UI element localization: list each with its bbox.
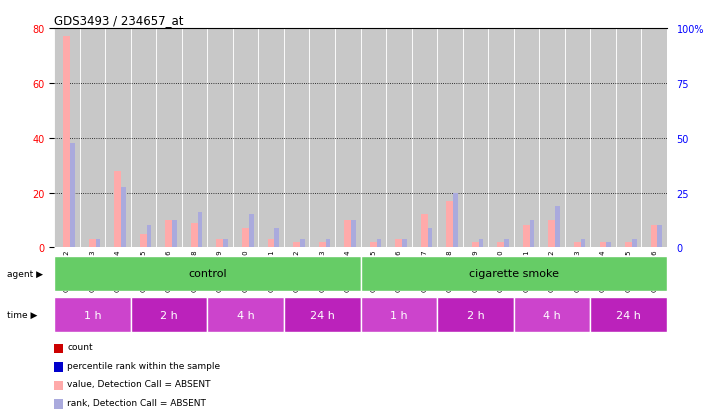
Bar xyxy=(437,29,463,248)
Bar xyxy=(63,37,71,248)
Bar xyxy=(208,297,284,332)
Bar xyxy=(658,226,662,248)
Bar xyxy=(590,29,616,248)
Bar xyxy=(488,29,514,248)
Bar xyxy=(370,242,377,248)
Bar xyxy=(105,29,131,248)
Bar xyxy=(242,229,249,248)
Bar xyxy=(54,256,360,291)
Text: 1 h: 1 h xyxy=(390,310,407,320)
Bar xyxy=(54,29,79,248)
Bar xyxy=(581,240,585,248)
Bar xyxy=(446,201,454,248)
Text: GDS3493 / 234657_at: GDS3493 / 234657_at xyxy=(54,14,184,27)
Text: time ▶: time ▶ xyxy=(7,311,37,319)
Bar xyxy=(284,29,309,248)
Bar xyxy=(351,221,355,248)
Bar xyxy=(650,226,658,248)
Bar xyxy=(360,297,437,332)
Bar xyxy=(284,297,360,332)
Bar xyxy=(428,229,433,248)
Text: cigarette smoke: cigarette smoke xyxy=(469,268,559,279)
Text: count: count xyxy=(67,342,93,351)
Bar xyxy=(96,240,100,248)
Text: value, Detection Call = ABSENT: value, Detection Call = ABSENT xyxy=(67,379,211,388)
Bar xyxy=(131,297,208,332)
Bar xyxy=(590,297,667,332)
Bar xyxy=(402,240,407,248)
Bar xyxy=(182,29,208,248)
Bar xyxy=(335,29,360,248)
Bar xyxy=(395,240,402,248)
Bar xyxy=(565,29,590,248)
Bar xyxy=(115,171,121,248)
Bar xyxy=(497,242,505,248)
Bar xyxy=(70,144,75,248)
Bar xyxy=(249,215,254,248)
Bar xyxy=(140,234,147,248)
Bar xyxy=(293,242,300,248)
Bar xyxy=(156,29,182,248)
Bar xyxy=(549,221,556,248)
Text: 24 h: 24 h xyxy=(310,310,335,320)
Text: 24 h: 24 h xyxy=(616,310,641,320)
Bar xyxy=(437,297,513,332)
Bar xyxy=(625,242,632,248)
Text: 2 h: 2 h xyxy=(466,310,485,320)
Bar xyxy=(325,240,330,248)
Bar xyxy=(147,226,151,248)
Text: agent ▶: agent ▶ xyxy=(7,269,43,278)
Bar xyxy=(523,226,530,248)
Bar xyxy=(216,240,224,248)
Bar xyxy=(472,242,479,248)
Bar xyxy=(165,221,172,248)
Bar xyxy=(344,221,351,248)
Text: control: control xyxy=(188,268,226,279)
Bar xyxy=(131,29,156,248)
Text: 1 h: 1 h xyxy=(84,310,101,320)
Bar xyxy=(513,29,539,248)
Bar xyxy=(275,229,279,248)
Bar xyxy=(599,242,606,248)
Bar xyxy=(233,29,258,248)
Bar xyxy=(616,29,642,248)
Bar xyxy=(574,242,581,248)
Bar xyxy=(454,193,458,248)
Bar xyxy=(479,240,483,248)
Bar xyxy=(319,242,326,248)
Bar xyxy=(632,240,637,248)
Text: 4 h: 4 h xyxy=(543,310,561,320)
Bar xyxy=(642,29,667,248)
Bar xyxy=(555,207,560,248)
Bar xyxy=(376,240,381,248)
Bar xyxy=(54,297,131,332)
Bar xyxy=(504,240,509,248)
Bar xyxy=(513,297,590,332)
Text: rank, Detection Call = ABSENT: rank, Detection Call = ABSENT xyxy=(67,398,206,407)
Bar xyxy=(360,29,386,248)
Bar xyxy=(208,29,233,248)
Bar xyxy=(463,29,488,248)
Bar xyxy=(79,29,105,248)
Bar xyxy=(172,221,177,248)
Text: 2 h: 2 h xyxy=(160,310,178,320)
Bar xyxy=(539,29,565,248)
Bar xyxy=(121,188,126,248)
Bar xyxy=(421,215,428,248)
Bar xyxy=(386,29,412,248)
Bar xyxy=(224,240,228,248)
Bar xyxy=(191,223,198,248)
Text: percentile rank within the sample: percentile rank within the sample xyxy=(67,361,220,370)
Bar xyxy=(309,29,335,248)
Bar xyxy=(198,212,203,248)
Bar xyxy=(267,240,275,248)
Bar xyxy=(89,240,96,248)
Bar xyxy=(606,242,611,248)
Bar xyxy=(530,221,534,248)
Bar xyxy=(360,256,667,291)
Bar xyxy=(300,240,304,248)
Bar xyxy=(412,29,437,248)
Bar xyxy=(258,29,284,248)
Text: 4 h: 4 h xyxy=(236,310,255,320)
